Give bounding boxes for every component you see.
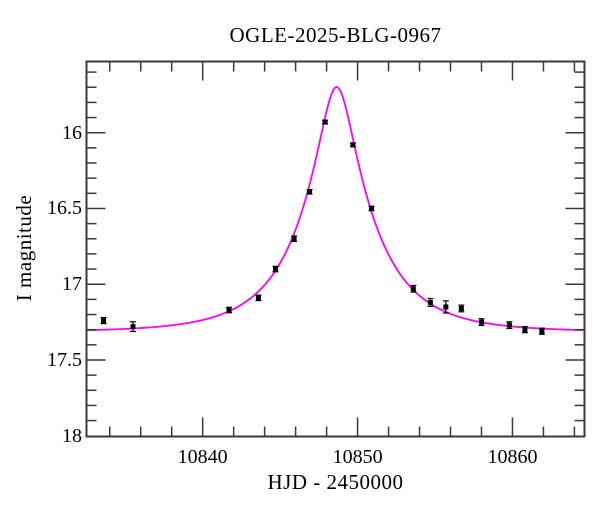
data-point [521, 326, 528, 334]
data-point [291, 235, 298, 243]
x-tick-label: 10860 [487, 446, 538, 468]
y-tick-label: 17.5 [47, 348, 82, 371]
data-point [410, 284, 417, 293]
data-point [458, 304, 465, 313]
x-axis-label: HJD - 2450000 [267, 470, 404, 494]
data-point [306, 188, 313, 195]
x-tick-label: 10850 [332, 446, 383, 468]
data-point [538, 327, 545, 335]
data-point [226, 306, 233, 314]
data-point [427, 297, 434, 307]
data-point [442, 300, 449, 314]
y-tick-label: 17 [62, 273, 82, 296]
data-point [272, 265, 279, 273]
y-tick-label: 16.5 [47, 197, 82, 220]
plot-border [85, 60, 586, 438]
data-point [368, 205, 375, 212]
y-tick-label: 16 [62, 121, 82, 144]
data-point [100, 316, 107, 325]
plot-title: OGLE-2025-BLG-0967 [229, 23, 442, 47]
data-point [506, 321, 513, 330]
data-point [255, 294, 262, 302]
data-point [129, 321, 136, 333]
x-tick-label: 10840 [177, 446, 228, 468]
data-point [349, 142, 356, 148]
y-tick-label: 18 [62, 424, 82, 447]
model-curve [86, 86, 584, 332]
data-point [322, 119, 329, 125]
data-point [478, 318, 485, 327]
